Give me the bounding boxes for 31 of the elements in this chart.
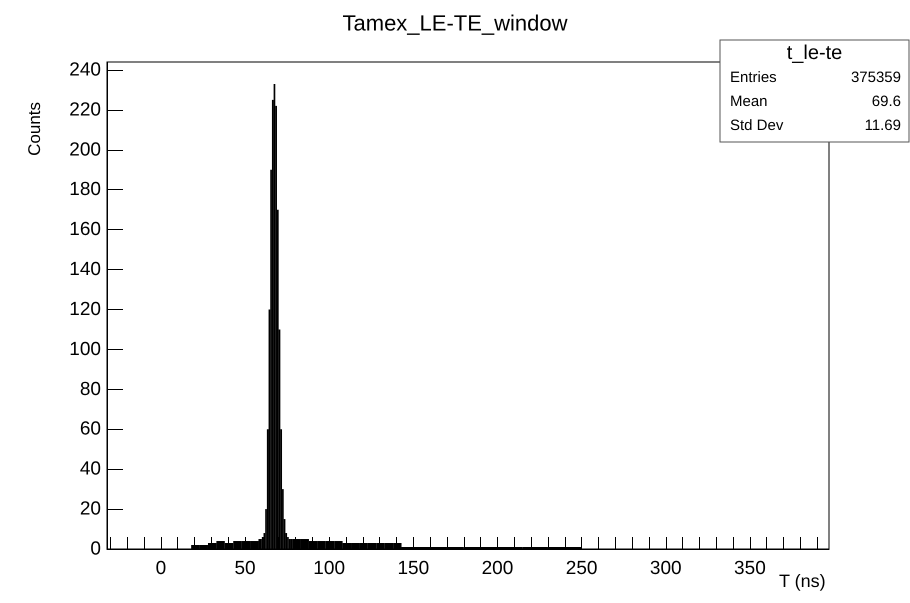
y-tick-label: 0	[90, 538, 101, 560]
x-tick-label: 100	[313, 558, 346, 579]
x-tick-label: 50	[234, 558, 256, 579]
y-tick-label: 240	[69, 59, 101, 80]
y-tick-label: 220	[69, 99, 101, 120]
y-tick-label: 20	[80, 498, 101, 520]
y-tick-label: 160	[69, 219, 101, 240]
y-tick-label: 140	[69, 259, 101, 280]
y-tick-label: 120	[69, 298, 101, 320]
annotation: Std Dev	[730, 117, 784, 134]
annotation: Mean	[730, 93, 768, 110]
x-tick-label: 0	[156, 558, 166, 579]
x-axis-title: T (ns)	[779, 571, 826, 591]
x-tick-label: 250	[566, 558, 598, 579]
text: 375359	[850, 69, 901, 86]
y-tick-label: 80	[80, 378, 101, 400]
x-tick-label: 150	[397, 558, 430, 579]
y-tick-label: 200	[69, 139, 101, 160]
x-tick-label: 350	[734, 558, 766, 579]
annotation: t_le-te	[786, 42, 842, 64]
y-tick-label: 180	[69, 179, 101, 200]
text: 11.69	[864, 117, 901, 134]
annotation: Entries	[730, 69, 777, 86]
text: 69.6	[872, 93, 901, 110]
y-axis-title: Counts	[25, 102, 44, 156]
y-tick-label: 60	[80, 418, 101, 440]
x-tick-label: 200	[482, 558, 514, 579]
chart-title: Tamex_LE-TE_window	[342, 10, 568, 36]
y-tick-label: 40	[80, 458, 101, 480]
x-tick-label: 300	[650, 558, 682, 579]
y-tick-label: 100	[69, 338, 101, 360]
